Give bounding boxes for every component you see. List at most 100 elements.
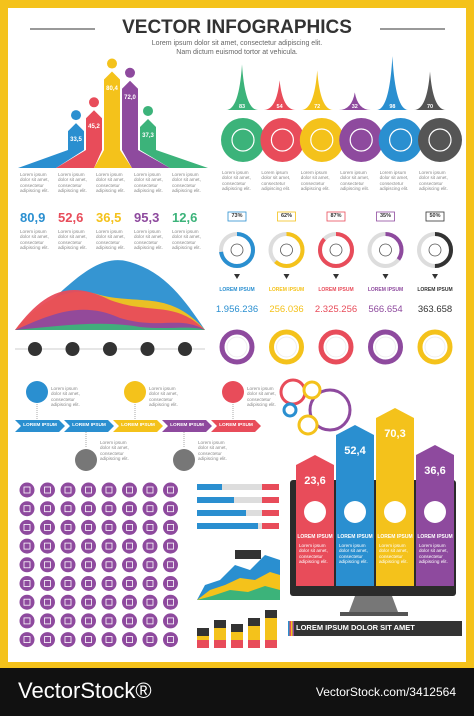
- progress-a: [197, 484, 222, 490]
- banner-stripe: [289, 621, 291, 636]
- icon-glyph: [85, 636, 92, 643]
- icon-dot: [40, 482, 55, 498]
- donut: [219, 329, 255, 365]
- donut: [368, 329, 403, 365]
- mini-bar-top: [248, 618, 260, 626]
- stat-value: 95,3: [134, 210, 160, 225]
- arrow-bar: [94, 71, 132, 168]
- icon-glyph: [23, 486, 31, 494]
- subtitle: Nam dictum euismod tortor at vehicula.: [176, 49, 298, 56]
- chevron: [15, 420, 65, 432]
- arrow-value: 72,0: [124, 94, 136, 101]
- ring-icon: [329, 243, 343, 257]
- icon-dot: [101, 576, 117, 591]
- banner-stripe: [292, 621, 294, 636]
- pointer: [283, 274, 290, 279]
- peak-caption: Lorem ipsum dolor sit amet, consectetur …: [419, 170, 448, 191]
- icon-dot: [81, 519, 96, 535]
- column-caption: Lorem ipsum dolor sit amet, consectetur …: [379, 543, 408, 564]
- monitor-stand: [349, 596, 398, 612]
- ring-value: 363.658: [417, 304, 453, 315]
- icon-dot: [122, 613, 137, 629]
- arrow-caption: Lorem ipsum dolor sit amet, consectetur …: [20, 172, 49, 193]
- timeline-caption: Lorem ipsum dolor sit amet, consectetur …: [149, 386, 178, 407]
- timeline-caption: Lorem ipsum dolor sit amet, consectetur …: [247, 386, 276, 407]
- ring-arc: [318, 232, 354, 268]
- icon-dot: [40, 576, 55, 591]
- timeline-caption: Lorem ipsum dolor sit amet, consectetur …: [198, 440, 227, 461]
- icon-glyph: [105, 636, 113, 643]
- icon-glyph: [146, 580, 154, 587]
- icon-glyph: [44, 486, 51, 494]
- column-label: LOREM IPSUM: [297, 534, 333, 540]
- ribbon: [299, 118, 344, 162]
- column-caption: Lorem ipsum dolor sit amet, consectetur …: [339, 543, 368, 564]
- icon-dot: [19, 482, 35, 498]
- icon-glyph: [85, 617, 92, 625]
- icon-dot: [122, 594, 137, 610]
- icon-dot: [101, 538, 117, 554]
- chevron: [113, 420, 163, 432]
- arrow-value: 45,2: [88, 124, 100, 131]
- peak-caption: Lorem ipsum dolor sit amet, consectetur …: [379, 170, 409, 191]
- icon-dot: [40, 594, 55, 610]
- icon-glyph: [64, 617, 72, 625]
- icon-glyph: [85, 486, 92, 494]
- ribbon: [260, 118, 305, 162]
- arrow-icon: [107, 58, 117, 69]
- pointer: [234, 274, 240, 279]
- ring-percent: 62%: [280, 213, 293, 219]
- icon-dot: [142, 632, 158, 648]
- icon-dot: [60, 576, 76, 591]
- progress-a: [197, 510, 246, 516]
- icon-glyph: [105, 561, 113, 569]
- pointer: [382, 274, 389, 279]
- icon-glyph: [64, 505, 72, 513]
- ring-arc: [417, 232, 453, 268]
- chevron: [211, 420, 261, 432]
- icon-dot: [142, 538, 158, 554]
- donut-inner: [375, 336, 396, 358]
- icon-dot: [163, 613, 178, 629]
- tag: [376, 211, 395, 222]
- ring-percent: 87%: [330, 213, 342, 219]
- timeline-caption: Lorem ipsum dolor sit amet, consectetur …: [100, 440, 129, 461]
- icon-dot: [40, 538, 55, 554]
- column-icon: [304, 501, 326, 523]
- donut-inner: [276, 336, 297, 358]
- stat-caption: Lorem ipsum dolor sit amet, consectetur …: [134, 229, 163, 250]
- arrow-value: 80,4: [106, 85, 118, 92]
- tag: [277, 211, 296, 222]
- icon-glyph: [44, 598, 51, 606]
- icon-glyph: [105, 598, 113, 606]
- ribbon-icon: [270, 128, 294, 152]
- icon-glyph: [64, 524, 72, 531]
- icon-dot: [19, 576, 35, 591]
- timeline-icon: [124, 381, 146, 403]
- icon-dot: [122, 576, 137, 591]
- icon-dot: [81, 594, 96, 610]
- icon-dot: [163, 557, 178, 573]
- icon-glyph: [146, 561, 154, 569]
- icon-glyph: [44, 580, 51, 587]
- banner-text: LOREM IPSUM DOLOR SIT AMET: [296, 623, 415, 632]
- icon-dot: [142, 594, 158, 610]
- icon-dot: [101, 613, 117, 629]
- tag: [227, 211, 247, 222]
- icon-dot: [122, 557, 137, 573]
- timeline-label: LOREM IPSUM: [170, 423, 204, 428]
- bubble: [282, 402, 298, 418]
- icon: [140, 342, 155, 356]
- progress-a: [197, 497, 234, 503]
- column-value: 36,6: [424, 465, 446, 477]
- icon-glyph: [44, 505, 51, 513]
- icon-dot: [163, 632, 178, 648]
- icon-dot: [40, 613, 55, 629]
- icon-glyph: [126, 505, 133, 513]
- wave: [15, 309, 205, 330]
- ribbon-icon: [428, 128, 452, 152]
- icon-glyph: [105, 505, 113, 513]
- icon-dot: [122, 538, 137, 554]
- icon-dot: [81, 482, 96, 498]
